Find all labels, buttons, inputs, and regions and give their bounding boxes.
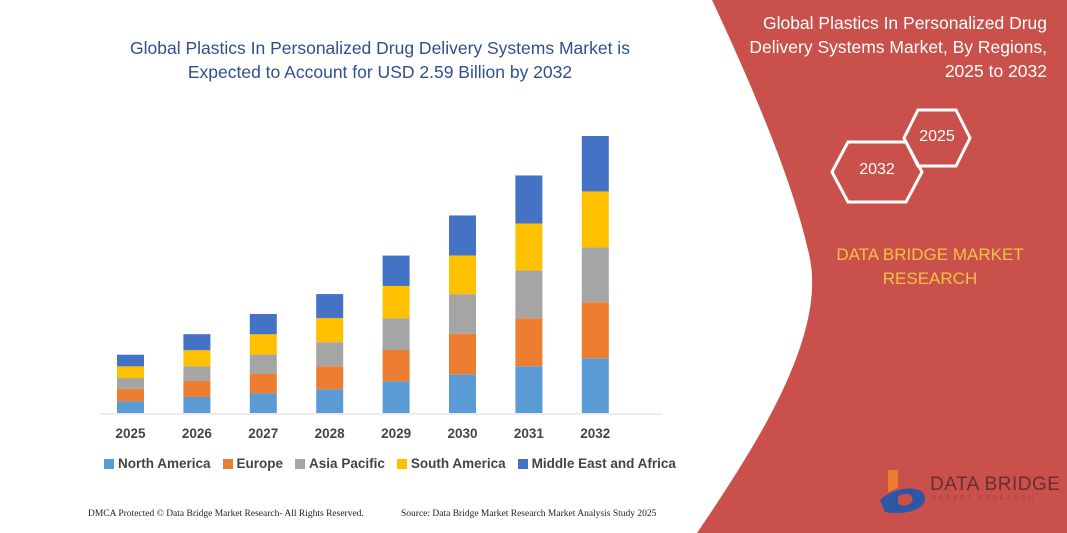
legend-label: Middle East and Africa — [531, 456, 676, 471]
panel-title: Global Plastics In Personalized Drug Del… — [749, 13, 1047, 81]
bar-2025-north-america — [117, 401, 144, 413]
bar-2030-asia-pacific — [449, 294, 476, 334]
bar-2025-europe — [117, 389, 144, 402]
bar-2028-north-america — [316, 389, 344, 413]
legend-label: South America — [410, 456, 506, 471]
bar-2026-europe — [183, 380, 211, 397]
legend-swatch — [517, 458, 528, 469]
bar-2030-south-america — [449, 255, 476, 295]
footer-copyright: DMCA Protected © Data Bridge Market Rese… — [88, 509, 364, 519]
legend-label: North America — [118, 456, 211, 471]
bar-2031-europe — [515, 318, 543, 367]
bar-2025-middle-east-and-africa — [117, 354, 144, 367]
x-tick-label: 2029 — [381, 426, 412, 441]
x-tick-label: 2026 — [181, 426, 212, 441]
hex-label-2032: 2032 — [859, 161, 895, 178]
legend-item: Middle East and Africa — [517, 456, 676, 471]
x-tick-label: 2027 — [248, 426, 279, 441]
bar-2027-north-america — [249, 393, 277, 413]
bar-2027-middle-east-and-africa — [249, 313, 277, 335]
x-tick-label: 2030 — [447, 426, 478, 441]
bar-2031-south-america — [515, 223, 543, 271]
brand-text: DATA BRIDGE MARKET RESEARCH — [836, 245, 1024, 288]
bar-2030-europe — [449, 333, 476, 375]
legend-swatch — [104, 458, 114, 469]
bar-2026-north-america — [183, 396, 211, 413]
bar-2030-middle-east-and-africa — [449, 215, 476, 256]
bar-2029-middle-east-and-africa — [382, 255, 410, 286]
bar-2025-south-america — [117, 366, 144, 379]
bar-2027-south-america — [249, 334, 277, 355]
bar-2028-europe — [316, 366, 344, 390]
bar-2026-south-america — [183, 350, 211, 367]
x-tick-label: 2031 — [513, 426, 544, 441]
hexagon-2025 — [902, 108, 972, 168]
red-panel — [697, 0, 1067, 533]
legend: North America Europe Asia Pacific South Ame… — [104, 456, 676, 471]
footer-source: Source: Data Bridge Market Research Mark… — [401, 509, 657, 519]
bar-2031-asia-pacific — [515, 270, 543, 319]
bar-2026-middle-east-and-africa — [183, 334, 211, 351]
bar-2026-asia-pacific — [183, 366, 211, 381]
hex-label-2025: 2025 — [919, 128, 955, 145]
bars — [117, 136, 609, 413]
bar-2032-middle-east-and-africa — [581, 136, 609, 192]
bar-2029-asia-pacific — [382, 318, 410, 351]
bar-2031-middle-east-and-africa — [515, 175, 543, 224]
legend-swatch — [222, 458, 233, 469]
bar-2028-middle-east-and-africa — [316, 294, 344, 319]
legend-swatch — [396, 458, 407, 469]
legend-item: Europe — [222, 456, 284, 471]
bar-2029-south-america — [382, 285, 410, 319]
bar-2025-asia-pacific — [117, 378, 144, 390]
x-tick-label: 2025 — [115, 426, 146, 441]
bar-2028-south-america — [316, 318, 344, 343]
legend-item: South America — [396, 456, 506, 471]
logo-text: DATA BRIDGE — [930, 474, 1061, 495]
bar-2027-asia-pacific — [249, 354, 277, 374]
logo-tagline: MARKET RESEARCH — [931, 496, 1036, 502]
x-tick-label: 2028 — [314, 426, 345, 441]
legend-item: North America — [104, 456, 211, 471]
bar-2032-north-america — [581, 358, 609, 413]
legend-label: Asia Pacific — [309, 456, 385, 471]
bar-2029-europe — [382, 350, 410, 382]
bar-2028-asia-pacific — [316, 342, 344, 367]
bar-2032-south-america — [581, 191, 609, 248]
legend-item: Asia Pacific — [295, 456, 385, 471]
bar-2029-north-america — [382, 381, 410, 413]
legend-label: Europe — [236, 456, 284, 471]
chart-title: Global Plastics In Personalized Drug Del… — [130, 38, 630, 82]
logo-icon — [880, 470, 925, 514]
bar-2032-asia-pacific — [581, 247, 609, 303]
legend-swatch — [295, 458, 306, 469]
bar-2030-north-america — [449, 374, 476, 413]
hexagon-2032 — [830, 140, 924, 204]
bar-2027-europe — [249, 373, 277, 394]
bar-2031-north-america — [515, 366, 543, 413]
x-tick-label: 2032 — [580, 426, 611, 441]
bar-2032-europe — [581, 302, 609, 359]
